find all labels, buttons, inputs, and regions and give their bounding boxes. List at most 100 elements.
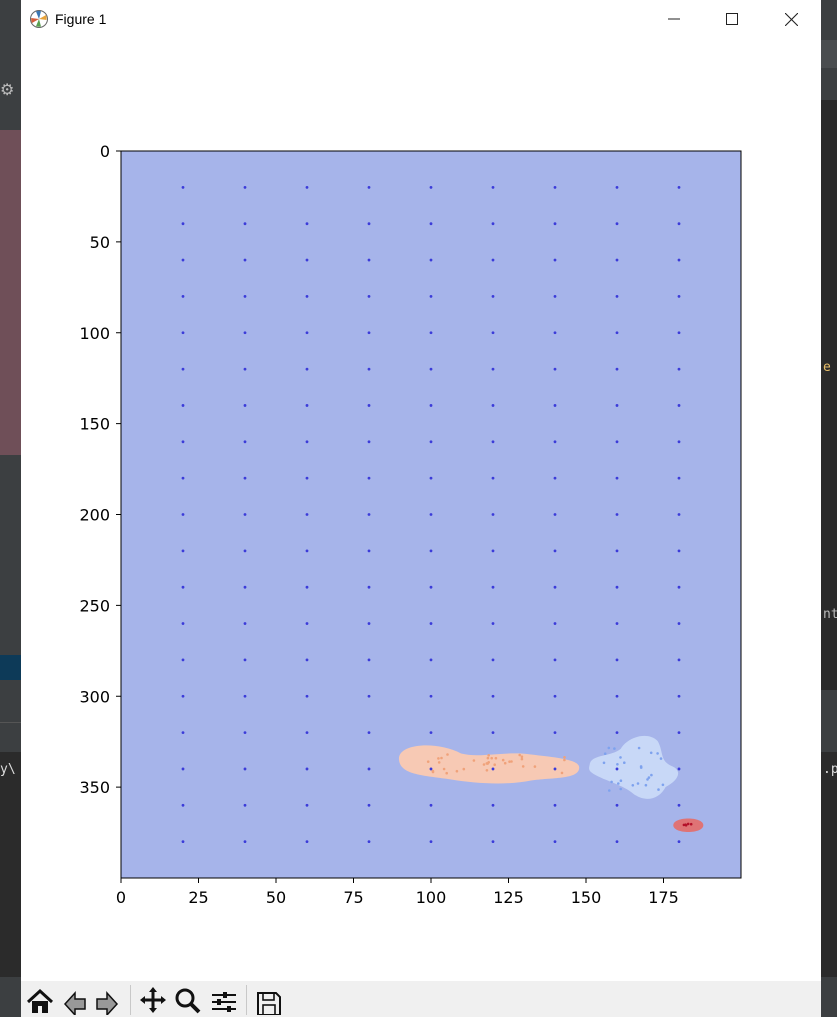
grid-point [553, 731, 557, 734]
region-point [482, 763, 486, 766]
grid-point [429, 258, 433, 262]
grid-point [305, 258, 309, 262]
region-point [563, 758, 566, 762]
grid-point [553, 767, 557, 771]
ide-background-right: e nt .p [821, 0, 837, 1017]
region-point [646, 778, 649, 781]
region-point [442, 767, 446, 771]
grid-point [677, 513, 681, 516]
y-tick-label: 150 [79, 415, 110, 434]
grid-point [429, 658, 433, 662]
grid-point [429, 513, 433, 516]
grid-point [491, 331, 495, 335]
grid-point [305, 222, 309, 226]
toolbar-separator [246, 985, 247, 1015]
region-point [437, 761, 441, 764]
grid-point [429, 476, 433, 480]
grid-point [615, 367, 619, 371]
grid-point [677, 803, 681, 807]
region-point [631, 784, 635, 787]
grid-point [367, 694, 371, 698]
ide-panel-strip [821, 40, 837, 68]
grid-point [305, 404, 309, 407]
grid-point [305, 767, 309, 771]
grid-point [181, 258, 185, 262]
grid-point [615, 840, 619, 844]
grid-point [305, 549, 309, 553]
grid-point [615, 549, 619, 553]
matplotlib-icon [30, 10, 48, 28]
minimize-button[interactable] [645, 0, 703, 38]
ide-text-fragment: e [823, 360, 831, 375]
grid-point [429, 549, 433, 553]
region-point [426, 760, 430, 763]
grid-point [677, 767, 681, 771]
region-point [455, 769, 459, 773]
save-icon[interactable] [254, 985, 284, 1015]
grid-point [491, 476, 495, 480]
forward-icon[interactable] [93, 985, 123, 1015]
x-tick-label: 175 [648, 888, 679, 907]
maximize-button[interactable] [703, 0, 761, 38]
title-bar[interactable]: Figure 1 [21, 0, 821, 38]
grid-point [429, 404, 433, 407]
plot-svg[interactable]: 0 25 50 75 100 125 150 175 0 50 100 150 200 250 300 350 [21, 38, 821, 981]
grid-point [491, 840, 495, 844]
grid-point [367, 440, 371, 444]
grid-point [553, 440, 557, 444]
region-point [501, 758, 505, 762]
grid-point [553, 331, 557, 335]
grid-point [305, 694, 309, 698]
region-point [659, 757, 663, 760]
ide-text-fragment: y\ [0, 762, 16, 777]
grid-point [181, 367, 185, 371]
close-button[interactable] [762, 0, 820, 38]
grid-point [677, 731, 681, 734]
grid-point [615, 331, 619, 335]
grid-point [181, 404, 185, 407]
y-tick-label: 300 [79, 687, 110, 706]
back-icon[interactable] [59, 985, 89, 1015]
grid-point [491, 658, 495, 662]
grid-point [491, 258, 495, 262]
grid-point [181, 295, 185, 298]
grid-point [243, 476, 247, 480]
grid-point [553, 295, 557, 298]
grid-point [181, 513, 185, 516]
configure-subplots-icon[interactable] [209, 985, 239, 1015]
grid-point [367, 731, 371, 734]
ide-panel-strip [0, 130, 21, 455]
grid-point [553, 258, 557, 262]
region-point [661, 783, 665, 787]
maximize-icon [726, 13, 738, 25]
grid-point [181, 585, 185, 589]
region-point [613, 747, 616, 750]
region-point [607, 746, 611, 750]
grid-point [615, 258, 619, 262]
grid-point [181, 840, 185, 844]
grid-point [367, 622, 371, 625]
figure-canvas[interactable]: 0 25 50 75 100 125 150 175 0 50 100 150 200 250 300 350 [21, 38, 821, 981]
grid-point [243, 258, 247, 262]
grid-point [243, 694, 247, 698]
ide-console-strip [0, 752, 21, 977]
region-point [520, 755, 524, 758]
grid-point [615, 404, 619, 407]
grid-point [367, 658, 371, 662]
grid-point [305, 840, 309, 844]
grid-point [491, 731, 495, 734]
grid-point [181, 767, 185, 771]
grid-point [243, 840, 247, 844]
grid-point [181, 476, 185, 480]
zoom-icon[interactable] [173, 985, 203, 1015]
navigation-toolbar [21, 981, 821, 1017]
grid-point [615, 658, 619, 662]
region-point [656, 752, 659, 755]
ide-text-fragment: nt [823, 607, 837, 622]
home-icon[interactable] [25, 985, 55, 1015]
grid-point [305, 476, 309, 480]
grid-point [491, 222, 495, 226]
grid-point [429, 585, 433, 589]
pan-icon[interactable] [138, 985, 168, 1015]
ide-console-strip [821, 752, 837, 977]
